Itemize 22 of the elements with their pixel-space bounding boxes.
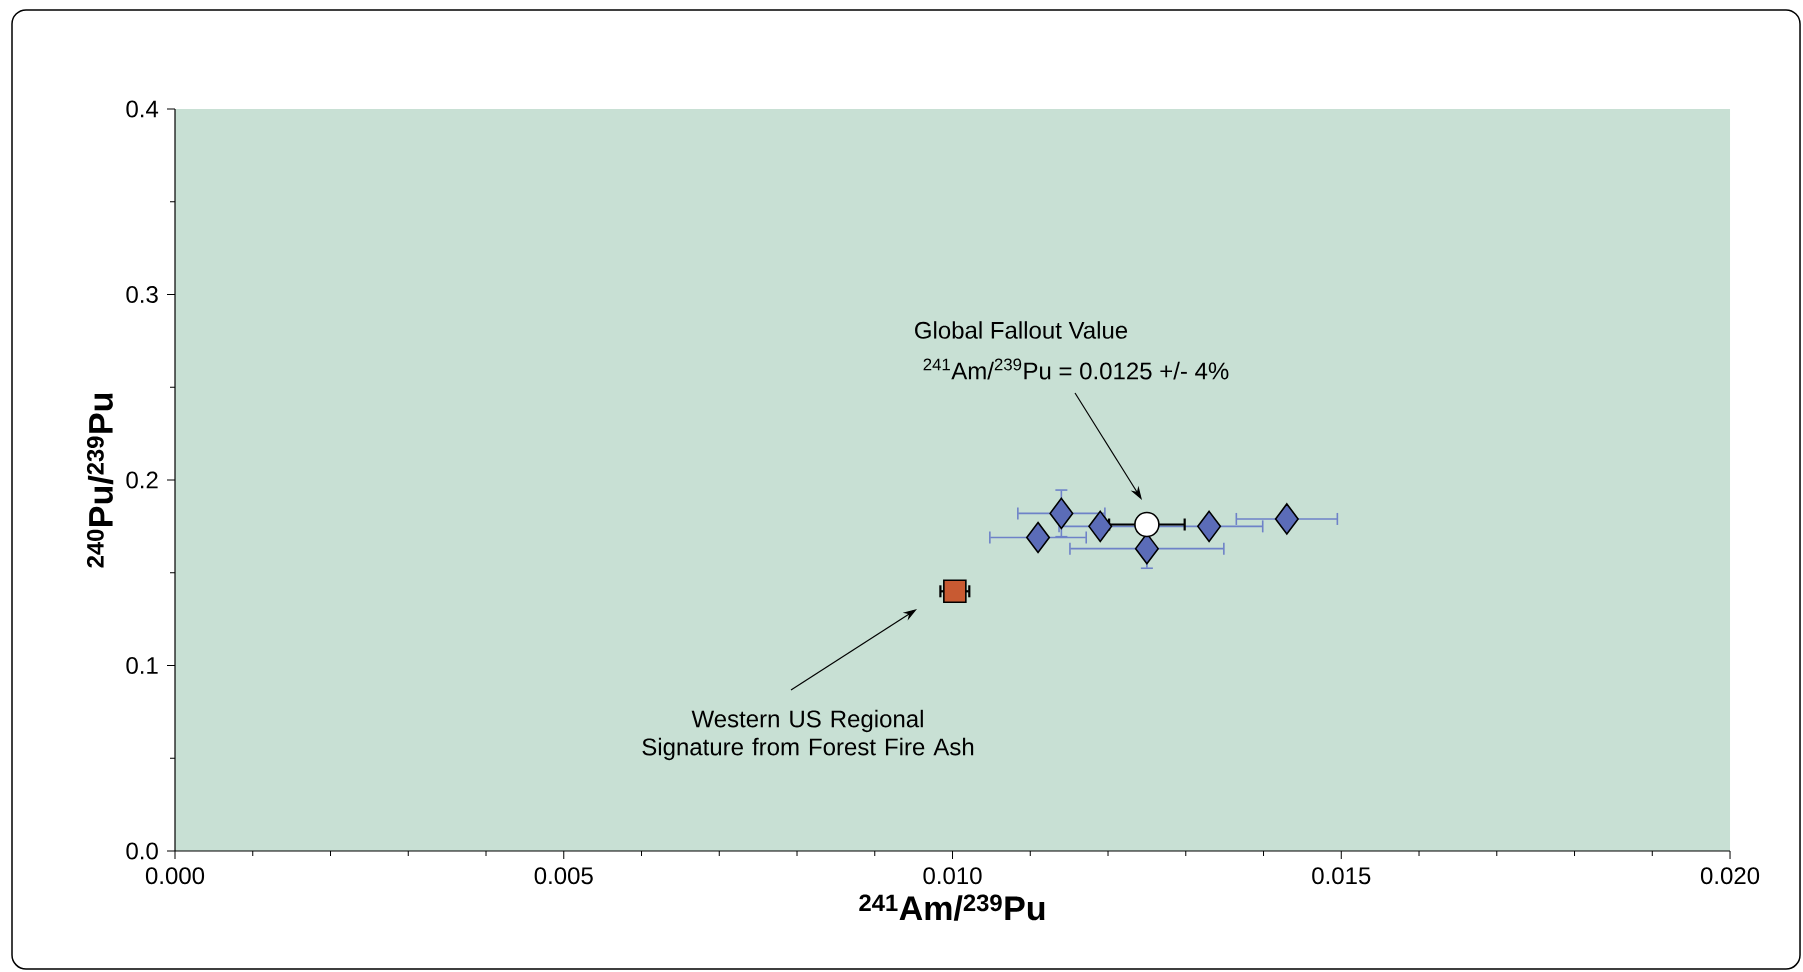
annotation: Western US Regional Signature from Forest Fire Ash — [642, 709, 974, 761]
y-tick-label: 0.4 — [126, 100, 159, 118]
x-tick-label: 0.000 — [145, 867, 205, 885]
x-tick-label: 0.015 — [1312, 867, 1371, 885]
annotation: $^{241}$Am/$^{239}$Pu = 0.0125 +/- 4% — [923, 358, 1229, 380]
y-tick-label: 0.2 — [126, 471, 158, 489]
y-tick-label: 0.1 — [126, 656, 158, 674]
point — [1274, 503, 1299, 535]
x-tick-label: 0.020 — [1700, 867, 1760, 885]
point — [1088, 510, 1113, 543]
x-axis-title: $^{241}$Am/$^{239}$Pu — [859, 894, 1045, 921]
point — [1134, 511, 1160, 538]
y-tick-label: 0.3 — [126, 285, 158, 303]
x-tick-label: 0.010 — [923, 867, 982, 885]
point — [1049, 497, 1074, 530]
point — [1197, 510, 1222, 543]
x-tick-label: 0.005 — [534, 867, 593, 885]
annotation: Global Fallout Value — [915, 321, 1128, 339]
y-axis-title: $^{240}$Pu/$^{239}$Pu — [86, 393, 114, 568]
y-tick-label: 0.0 — [126, 842, 158, 860]
point — [943, 579, 967, 604]
point — [1025, 521, 1051, 554]
